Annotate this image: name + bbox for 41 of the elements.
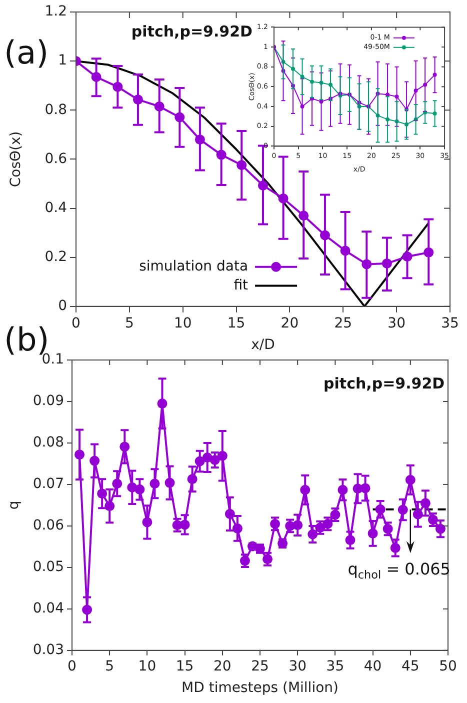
- y-tick-label: 0.08: [32, 434, 64, 451]
- y-tick-label: 0.2: [44, 248, 67, 265]
- x-axis-title: x/D: [251, 337, 275, 354]
- y-tick-label: 0.8: [44, 102, 67, 118]
- x-tick-label: 15: [176, 658, 194, 674]
- x-tick-label: 0: [72, 315, 80, 332]
- y-tick-label: 0.06: [32, 518, 64, 534]
- x-tick-label: 30: [388, 315, 406, 332]
- x-tick-label: 45: [401, 658, 420, 674]
- text: pitch,p=9.92D: [324, 374, 445, 393]
- x-tick-label: 25: [251, 658, 269, 674]
- x-tick-label: 5: [124, 315, 134, 332]
- y-tick-label: 0.6: [44, 150, 68, 167]
- y-tick-label: 1: [58, 52, 67, 69]
- y-axis-title: q: [6, 500, 22, 510]
- x-tick-label: 20: [213, 658, 232, 674]
- y-tick-label: 0.03: [32, 642, 64, 658]
- legend-label: fit: [234, 277, 249, 294]
- text: pitch,p=9.92D: [131, 22, 252, 40]
- legend-label: simulation data: [139, 258, 248, 275]
- x-tick-label: 5: [105, 658, 114, 674]
- y-tick-label: 0.09: [32, 393, 64, 410]
- y-axis-title: CosΘ(x): [8, 131, 24, 188]
- x-axis-title: MD timesteps (Million): [182, 680, 338, 696]
- x-tick-label: 20: [280, 315, 299, 332]
- y-tick-label: 0.05: [32, 559, 64, 576]
- y-tick-label: 0: [58, 298, 67, 314]
- text: (a): [4, 33, 49, 72]
- y-tick-label: 0.4: [44, 200, 68, 216]
- x-tick-label: 30: [288, 658, 307, 674]
- x-tick-label: 35: [441, 315, 459, 332]
- x-tick-label: 10: [174, 315, 192, 332]
- y-tick-label: 1.2: [44, 4, 67, 20]
- x-tick-label: 35: [326, 658, 344, 674]
- x-tick-label: 15: [227, 315, 246, 332]
- x-tick-label: 50: [439, 658, 457, 674]
- y-tick-label: 0.04: [32, 600, 64, 617]
- y-tick-label: 0.07: [32, 476, 64, 492]
- x-tick-label: 25: [334, 315, 352, 332]
- x-tick-label: 40: [364, 658, 382, 674]
- x-tick-label: 10: [138, 658, 156, 674]
